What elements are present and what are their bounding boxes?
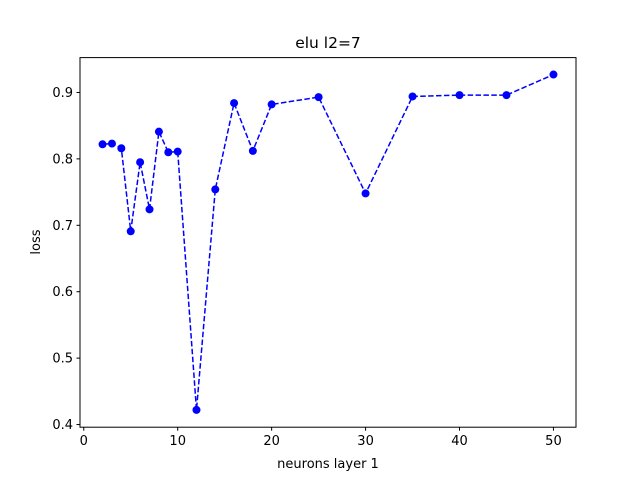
data-point	[98, 140, 107, 149]
data-point	[211, 185, 220, 194]
data-point	[267, 100, 276, 109]
series-line	[102, 73, 554, 410]
data-point	[154, 127, 163, 136]
x-axis-title: neurons layer 1	[277, 457, 379, 472]
data-point	[230, 99, 239, 108]
y-tick-label: 0.8	[52, 152, 73, 167]
chart-title: elu l2=7	[295, 34, 361, 52]
data-point	[192, 405, 201, 414]
x-axis: 0 10 20 30 40 50	[80, 427, 562, 449]
y-tick-label: 0.7	[52, 219, 73, 234]
plot-area	[98, 70, 558, 414]
data-point	[502, 91, 511, 100]
data-point	[549, 70, 558, 79]
x-tick-label: 40	[451, 434, 468, 449]
x-tick-label: 20	[263, 434, 280, 449]
x-tick-label: 10	[169, 434, 186, 449]
y-tick-label: 0.5	[52, 352, 73, 367]
data-point	[408, 92, 417, 101]
data-point	[173, 147, 182, 156]
axes-frame	[79, 57, 577, 428]
y-tick-label: 0.6	[52, 285, 73, 300]
data-point	[136, 158, 145, 167]
data-point	[164, 148, 173, 157]
data-point	[117, 144, 126, 153]
x-tick-label: 50	[545, 434, 562, 449]
data-point	[455, 91, 464, 100]
y-axis: 0.4 0.5 0.6 0.7 0.8 0.9	[52, 86, 80, 433]
y-axis-title: loss	[29, 229, 44, 254]
y-tick-label: 0.9	[52, 86, 73, 101]
x-tick-label: 0	[80, 434, 88, 449]
data-point	[361, 189, 370, 198]
x-tick-label: 30	[357, 434, 374, 449]
data-point	[145, 205, 154, 214]
y-tick-label: 0.4	[52, 418, 73, 433]
data-point	[107, 139, 116, 148]
data-point	[248, 146, 257, 155]
data-point	[126, 227, 135, 236]
data-point	[314, 93, 323, 102]
